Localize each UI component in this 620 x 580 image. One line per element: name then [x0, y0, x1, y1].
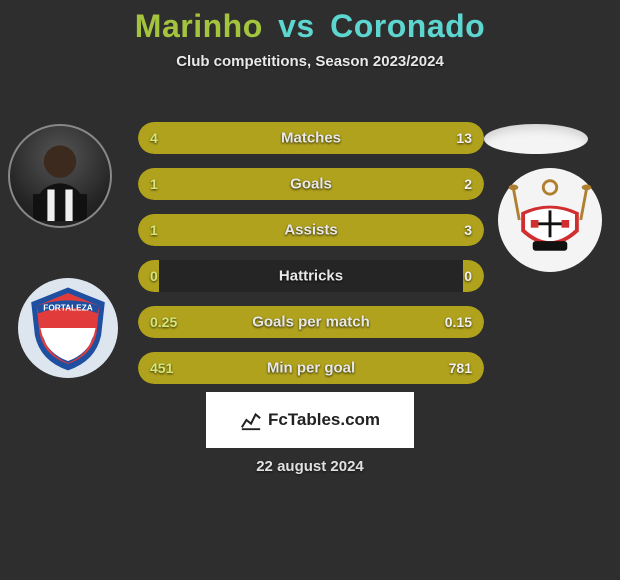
stat-fill-b	[252, 168, 484, 200]
stat-label: Goals per match	[252, 314, 370, 331]
stat-fill-b	[221, 122, 484, 154]
stat-row: 1 2 Goals	[138, 168, 484, 200]
player-a-avatar	[8, 124, 112, 228]
stat-row: 0.25 0.15 Goals per match	[138, 306, 484, 338]
stat-value-a: 1	[150, 176, 158, 192]
brand-name: FcTables.com	[268, 410, 380, 430]
brand-logo-box: FcTables.com	[206, 392, 414, 448]
comparison-title: Marinho vs Coronado	[0, 0, 620, 45]
stat-row: 4 13 Matches	[138, 122, 484, 154]
stat-label: Goals	[290, 176, 332, 193]
player-b-avatar-placeholder	[484, 124, 588, 154]
stat-label: Hattricks	[279, 268, 343, 285]
stat-row: 0 0 Hattricks	[138, 260, 484, 292]
stat-value-a: 0.25	[150, 314, 177, 330]
stat-label: Min per goal	[267, 360, 355, 377]
stat-value-b: 13	[456, 130, 472, 146]
chart-icon	[240, 409, 262, 431]
stat-label: Assists	[284, 222, 337, 239]
stat-value-b: 0	[464, 268, 472, 284]
subtitle: Club competitions, Season 2023/2024	[0, 53, 620, 70]
stat-value-a: 0	[150, 268, 158, 284]
stat-label: Matches	[281, 130, 341, 147]
stat-value-b: 781	[449, 360, 472, 376]
player-b-club-badge	[498, 168, 602, 272]
stat-value-b: 0.15	[445, 314, 472, 330]
footer-date: 22 august 2024	[256, 458, 364, 475]
stat-row: 1 3 Assists	[138, 214, 484, 246]
stats-container: 413Matches12Goals13Assists00Hattricks0.2…	[138, 122, 484, 398]
stat-value-b: 3	[464, 222, 472, 238]
vs-word: vs	[278, 8, 315, 44]
stat-value-a: 451	[150, 360, 173, 376]
stat-value-a: 4	[150, 130, 158, 146]
player-a-club-badge: FORTALEZA	[18, 278, 118, 378]
stat-value-a: 1	[150, 222, 158, 238]
stat-row: 451 781 Min per goal	[138, 352, 484, 384]
stat-fill-b	[225, 214, 485, 246]
player-b-name: Coronado	[330, 8, 485, 44]
player-a-name: Marinho	[135, 8, 263, 44]
stat-value-b: 2	[464, 176, 472, 192]
svg-text:FORTALEZA: FORTALEZA	[43, 304, 92, 313]
